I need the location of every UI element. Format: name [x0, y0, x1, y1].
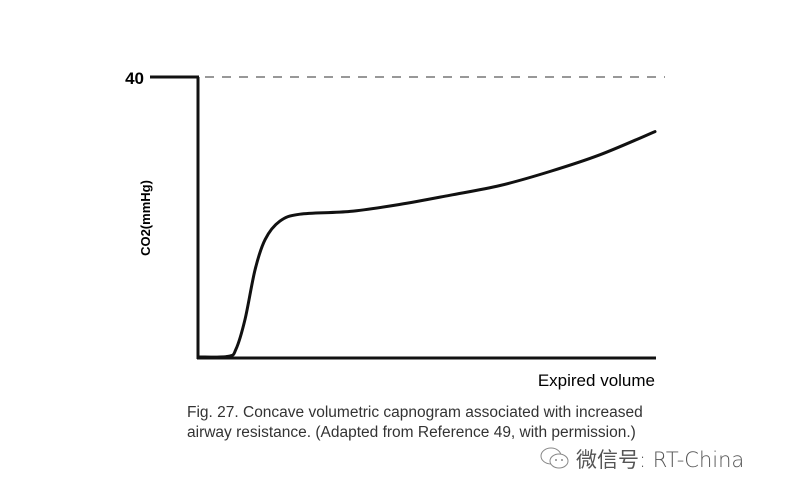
caption-line-2: airway resistance. (Adapted from Referen…	[187, 424, 636, 441]
x-axis-label: Expired volume	[538, 371, 655, 390]
watermark-text: 微信号: RT-China	[576, 448, 745, 472]
wechat-icon	[540, 447, 569, 469]
series-line	[196, 130, 657, 359]
y-tick-label-40: 40	[125, 69, 144, 88]
figure-caption: Fig. 27. Concave volumetric capnogram as…	[187, 403, 643, 443]
y-axis-label: CO2(mmHg)	[138, 180, 153, 256]
caption-line-1: Fig. 27. Concave volumetric capnogram as…	[187, 404, 643, 421]
watermark: 微信号: RT-China	[540, 444, 744, 474]
